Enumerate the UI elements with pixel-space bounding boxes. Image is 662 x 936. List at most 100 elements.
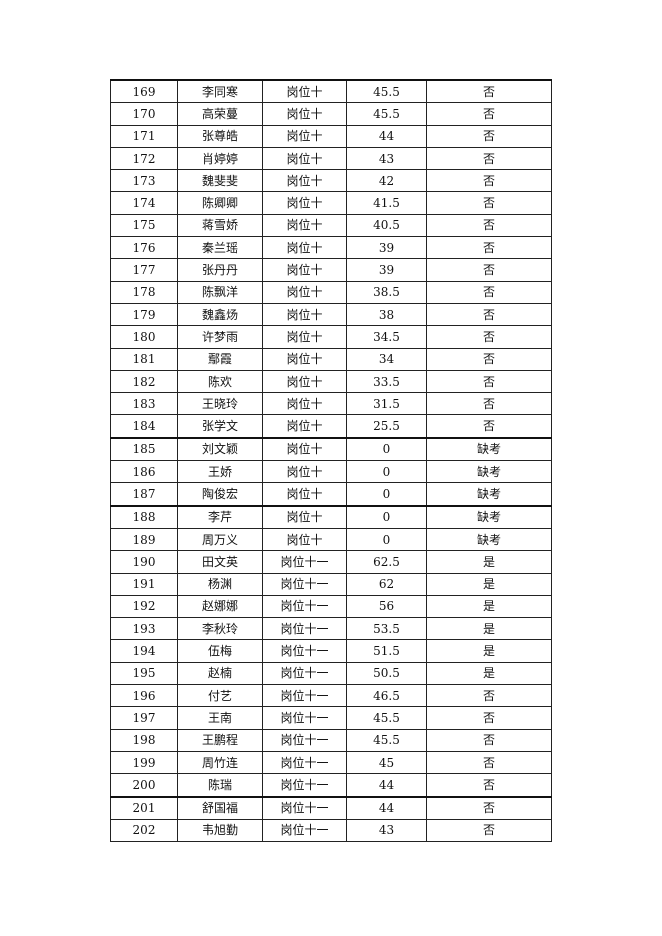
candidate-name-cell: 陈欢 — [177, 369, 263, 394]
candidate-name-cell: 许梦雨 — [177, 325, 263, 349]
position-cell: 岗位十一 — [262, 773, 347, 797]
table-row: 199 周竹连 岗位十一 45 否 — [110, 750, 552, 775]
row-number-cell: 170 — [110, 102, 178, 126]
table-row: 188 李芹 岗位十 0 缺考 — [110, 504, 552, 529]
candidate-name-cell: 陈瑞 — [177, 773, 263, 797]
score-cell: 0 — [346, 460, 427, 484]
position-cell: 岗位十 — [262, 191, 347, 215]
score-cell: 42 — [346, 169, 427, 193]
score-cell: 33.5 — [346, 369, 427, 394]
candidate-name-cell: 魏鑫炀 — [177, 302, 263, 327]
row-number-cell: 187 — [110, 482, 178, 507]
candidate-name-cell: 赵楠 — [177, 661, 263, 686]
candidate-name-cell: 舒国福 — [177, 795, 263, 820]
row-number-cell: 183 — [110, 392, 178, 416]
position-cell: 岗位十 — [262, 280, 347, 304]
qualified-status-cell: 否 — [426, 258, 552, 282]
row-number-cell: 200 — [110, 773, 178, 797]
candidate-name-cell: 陈卿卿 — [177, 191, 263, 215]
row-number-cell: 196 — [110, 684, 178, 708]
row-number-cell: 173 — [110, 169, 178, 193]
table-row: 196 付艺 岗位十一 46.5 否 — [110, 684, 552, 708]
score-cell: 0 — [346, 504, 427, 529]
position-cell: 岗位十一 — [262, 572, 347, 596]
position-cell: 岗位十一 — [262, 594, 347, 619]
score-cell: 0 — [346, 482, 427, 507]
table-row: 176 秦兰瑶 岗位十 39 否 — [110, 236, 552, 260]
table-row: 171 张尊皓 岗位十 44 否 — [110, 124, 552, 148]
qualified-status-cell: 否 — [426, 191, 552, 215]
candidate-name-cell: 田文英 — [177, 550, 263, 574]
table-row: 174 陈卿卿 岗位十 41.5 否 — [110, 191, 552, 215]
position-cell: 岗位十 — [262, 258, 347, 282]
table-row: 202 韦旭勤 岗位十一 43 否 — [110, 818, 552, 843]
results-table-body: 169 李同寒 岗位十 45.5 否 170 高荣蔓 岗位十 45.5 否 171 张尊皓 岗位十 44 否… — [110, 79, 552, 843]
score-cell: 45.5 — [346, 706, 427, 730]
position-cell: 岗位十一 — [262, 617, 347, 641]
position-cell: 岗位十 — [262, 236, 347, 260]
table-row: 170 高荣蔓 岗位十 45.5 否 — [110, 102, 552, 126]
score-cell: 43 — [346, 818, 427, 843]
score-cell: 31.5 — [346, 392, 427, 416]
candidate-name-cell: 张学文 — [177, 414, 263, 439]
candidate-name-cell: 韦旭勤 — [177, 818, 263, 843]
score-cell: 39 — [346, 258, 427, 282]
table-row: 182 陈欢 岗位十 33.5 否 — [110, 369, 552, 394]
row-number-cell: 188 — [110, 504, 178, 529]
candidate-name-cell: 高荣蔓 — [177, 102, 263, 126]
position-cell: 岗位十 — [262, 482, 347, 507]
table-row: 181 鄢霞 岗位十 34 否 — [110, 347, 552, 371]
score-cell: 39 — [346, 236, 427, 260]
qualified-status-cell: 否 — [426, 773, 552, 797]
qualified-status-cell: 缺考 — [426, 460, 552, 484]
candidate-name-cell: 赵娜娜 — [177, 594, 263, 619]
score-cell: 45.5 — [346, 102, 427, 126]
row-number-cell: 193 — [110, 617, 178, 641]
qualified-status-cell: 否 — [426, 325, 552, 349]
position-cell: 岗位十一 — [262, 639, 347, 663]
table-row: 193 李秋玲 岗位十一 53.5 是 — [110, 617, 552, 641]
score-cell: 40.5 — [346, 213, 427, 238]
position-cell: 岗位十 — [262, 124, 347, 148]
qualified-status-cell: 是 — [426, 639, 552, 663]
table-row: 173 魏斐斐 岗位十 42 否 — [110, 169, 552, 193]
table-row: 183 王晓玲 岗位十 31.5 否 — [110, 392, 552, 416]
table-row: 180 许梦雨 岗位十 34.5 否 — [110, 325, 552, 349]
qualified-status-cell: 缺考 — [426, 436, 552, 462]
candidate-name-cell: 王鹏程 — [177, 728, 263, 752]
candidate-name-cell: 伍梅 — [177, 639, 263, 663]
table-row: 201 舒国福 岗位十一 44 否 — [110, 795, 552, 820]
candidate-name-cell: 杨渊 — [177, 572, 263, 596]
position-cell: 岗位十 — [262, 527, 347, 552]
score-cell: 34 — [346, 347, 427, 371]
row-number-cell: 199 — [110, 750, 178, 775]
position-cell: 岗位十一 — [262, 706, 347, 730]
qualified-status-cell: 否 — [426, 818, 552, 843]
qualified-status-cell: 否 — [426, 392, 552, 416]
score-cell: 41.5 — [346, 191, 427, 215]
row-number-cell: 172 — [110, 146, 178, 171]
qualified-status-cell: 是 — [426, 572, 552, 596]
table-row: 200 陈瑞 岗位十一 44 否 — [110, 773, 552, 797]
qualified-status-cell: 否 — [426, 79, 552, 104]
candidate-name-cell: 魏斐斐 — [177, 169, 263, 193]
qualified-status-cell: 否 — [426, 280, 552, 304]
row-number-cell: 178 — [110, 280, 178, 304]
position-cell: 岗位十一 — [262, 818, 347, 843]
qualified-status-cell: 是 — [426, 550, 552, 574]
table-row: 198 王鹏程 岗位十一 45.5 否 — [110, 728, 552, 752]
table-row: 169 李同寒 岗位十 45.5 否 — [110, 79, 552, 104]
row-number-cell: 189 — [110, 527, 178, 552]
row-number-cell: 194 — [110, 639, 178, 663]
position-cell: 岗位十 — [262, 102, 347, 126]
position-cell: 岗位十 — [262, 504, 347, 529]
score-cell: 44 — [346, 773, 427, 797]
row-number-cell: 182 — [110, 369, 178, 394]
qualified-status-cell: 否 — [426, 169, 552, 193]
table-row: 190 田文英 岗位十一 62.5 是 — [110, 550, 552, 574]
position-cell: 岗位十 — [262, 436, 347, 462]
candidate-name-cell: 李同寒 — [177, 79, 263, 104]
qualified-status-cell: 否 — [426, 124, 552, 148]
row-number-cell: 184 — [110, 414, 178, 439]
row-number-cell: 180 — [110, 325, 178, 349]
